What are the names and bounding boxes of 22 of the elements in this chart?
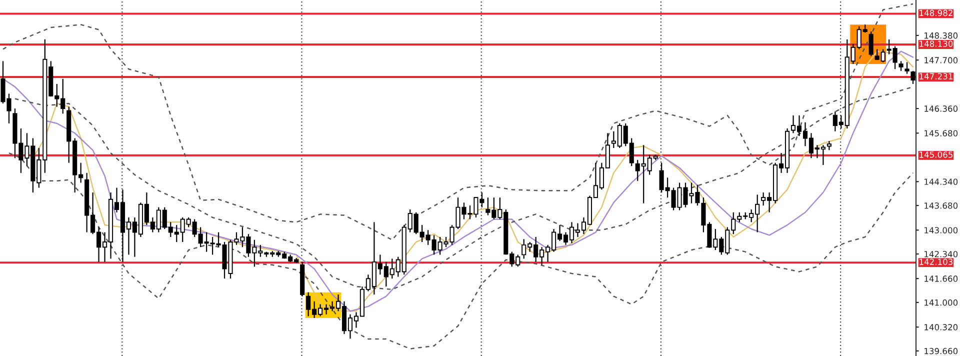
y-tick-label: 148.380 [924,32,958,39]
ref-line-label: 148.982 [920,10,952,16]
ref-line-label: 142.103 [920,258,953,265]
y-tick-label: 141.660 [924,276,958,282]
y-tick-label: 146.360 [924,106,958,112]
y-tick-label: 139.660 [924,348,958,354]
ref-line-label: 148.130 [920,40,953,47]
candlestick [904,62,910,74]
candlestick [868,30,874,57]
candlestick [898,60,904,72]
y-tick-label: 141.000 [924,299,958,306]
y-tick-label: 142.340 [924,250,958,258]
candlestick [910,70,916,84]
y-tick-label: 143.000 [924,227,958,234]
candlestick [826,140,832,151]
ref-line-label: 147.231 [920,73,952,80]
y-tick-label: 145.680 [924,130,958,136]
y-tick-label: 143.680 [924,202,958,209]
y-tick-label: 144.340 [924,178,958,185]
y-tick-label: 140.320 [924,324,958,330]
ref-line-label: 145.065 [920,152,952,158]
y-tick-label: 147.700 [924,57,958,64]
